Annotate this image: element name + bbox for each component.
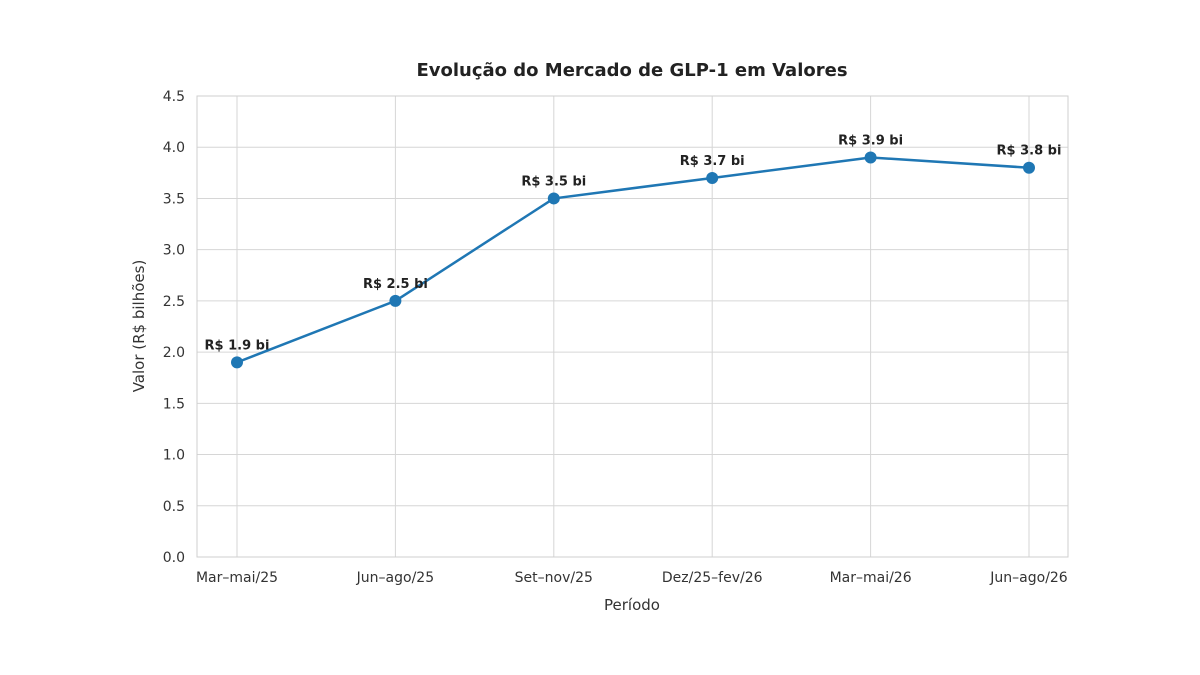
data-label: R$ 3.9 bi (838, 133, 903, 148)
y-tick-label: 1.5 (163, 396, 185, 412)
y-axis-ticks: 0.0 0.5 1.0 1.5 2.0 2.5 3.0 3.5 4.0 4.5 (163, 89, 185, 566)
x-axis-ticks: Mar–mai/25 Jun–ago/25 Set–nov/25 Dez/25–fev… (196, 570, 1068, 586)
x-axis-title: Período (604, 596, 660, 614)
data-label: R$ 3.8 bi (997, 144, 1062, 159)
data-point (706, 171, 719, 184)
x-tick-label: Set–nov/25 (515, 570, 593, 586)
data-label: R$ 1.9 bi (205, 338, 270, 353)
x-tick-label: Jun–ago/26 (989, 570, 1068, 586)
data-point (389, 294, 402, 307)
data-points (231, 151, 1035, 369)
y-tick-label: 0.0 (163, 550, 185, 566)
data-label: R$ 2.5 bi (363, 277, 428, 292)
data-label: R$ 3.5 bi (521, 174, 586, 189)
chart-title: Evolução do Mercado de GLP-1 em Valores (416, 60, 847, 81)
x-tick-label: Mar–mai/25 (196, 570, 278, 586)
y-tick-label: 2.0 (163, 345, 185, 361)
x-tick-label: Dez/25–fev/26 (662, 570, 763, 586)
y-tick-label: 4.5 (163, 89, 185, 105)
y-tick-label: 3.0 (163, 243, 185, 259)
y-axis-title: Valor (R$ bilhões) (130, 260, 148, 393)
y-tick-label: 0.5 (163, 499, 185, 515)
grid (197, 95, 1068, 558)
x-tick-label: Jun–ago/25 (356, 570, 434, 586)
series-line (236, 156, 1030, 364)
data-label: R$ 3.7 bi (680, 154, 745, 169)
y-tick-label: 2.5 (163, 294, 185, 310)
y-tick-label: 1.0 (163, 448, 185, 464)
data-point (547, 192, 560, 205)
data-point (864, 151, 877, 164)
y-tick-label: 4.0 (163, 140, 185, 156)
plot-area-frame (196, 95, 1069, 558)
data-point (1023, 161, 1035, 174)
data-labels: R$ 1.9 bi R$ 2.5 bi R$ 3.5 bi R$ 3.7 bi R$ 3… (205, 133, 1062, 353)
y-tick-label: 3.5 (163, 191, 185, 207)
x-tick-label: Mar–mai/26 (830, 570, 912, 586)
data-point (231, 356, 243, 369)
